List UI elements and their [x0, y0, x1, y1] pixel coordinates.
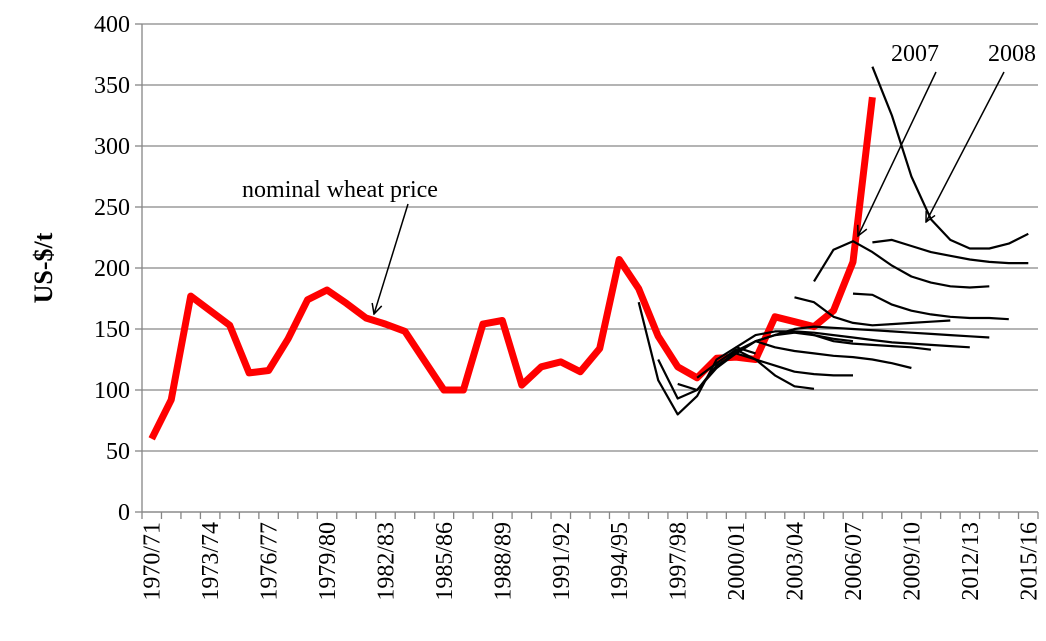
y-tick-label: 400: [94, 12, 130, 38]
x-tick-label: 1970/71: [140, 522, 166, 601]
forecast-line: [735, 330, 970, 349]
x-tick-label: 1976/77: [257, 522, 283, 601]
x-tick-label: 2012/13: [958, 522, 984, 601]
forecast-line: [657, 331, 854, 400]
x-tick-label: 1979/80: [315, 522, 341, 601]
y-tick-label: 0: [118, 500, 130, 526]
forecast-line: [794, 296, 951, 327]
x-tick-label: 1982/83: [373, 522, 399, 601]
forecast-line: [735, 330, 932, 355]
forecast-line: [813, 240, 990, 289]
forecast-line: [774, 325, 990, 339]
x-tick-label: 1991/92: [549, 522, 575, 601]
annotation-arrow: [374, 203, 409, 314]
y-tick-label: 200: [94, 256, 130, 282]
annotation-arrow: [926, 71, 1005, 222]
x-tick-label: 2015/16: [1016, 522, 1042, 601]
x-tick-label: 2006/07: [841, 522, 867, 601]
annotation: 2008: [988, 41, 1036, 67]
x-tick-label: 2003/04: [783, 522, 809, 601]
y-tick-label: 300: [94, 134, 130, 160]
x-tick-label: 1973/74: [198, 522, 224, 601]
x-tick-label: 2000/01: [724, 522, 750, 601]
x-tick-label: 1988/89: [490, 522, 516, 601]
x-tick-label: 2009/10: [899, 522, 925, 601]
forecast-line: [872, 238, 1029, 265]
forecast-line: [677, 352, 815, 392]
y-axis-title: US-$/t: [29, 232, 58, 303]
x-tick-label: 1994/95: [607, 522, 633, 601]
x-tick-label: 1997/98: [666, 522, 692, 601]
x-tick-label: 1985/86: [432, 522, 458, 601]
forecast-line: [871, 66, 1029, 250]
annotation: nominal wheat price: [242, 177, 438, 203]
forecast-line: [696, 348, 853, 379]
y-tick-label: 100: [94, 378, 130, 404]
annotation-arrow: [858, 71, 937, 236]
y-tick-label: 150: [94, 317, 130, 343]
annotation: 2007: [891, 41, 939, 67]
forecast-line: [852, 292, 1009, 321]
y-tick-label: 50: [106, 439, 130, 465]
y-tick-label: 250: [94, 195, 130, 221]
y-tick-label: 350: [94, 73, 130, 99]
